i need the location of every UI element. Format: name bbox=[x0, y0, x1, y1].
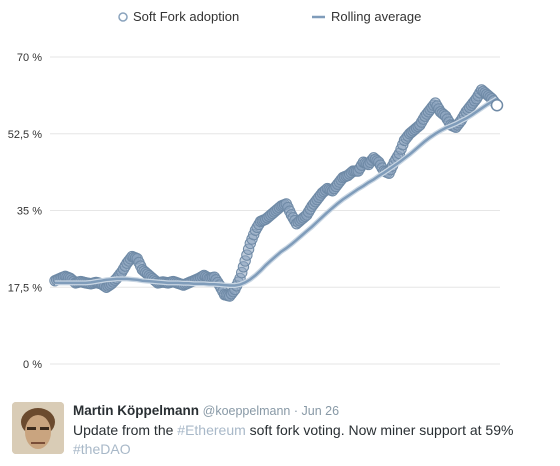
y-tick-label: 17,5 % bbox=[8, 282, 42, 294]
legend-marker-icon bbox=[118, 12, 128, 22]
tweet-body: Martin Köppelmann @koeppelmann · Jun 26 … bbox=[73, 403, 553, 459]
legend-item-soft-fork-adoption[interactable]: Soft Fork adoption bbox=[118, 9, 239, 24]
author-name[interactable]: Martin Köppelmann bbox=[73, 403, 200, 418]
tweet-header: Martin Köppelmann @koeppelmann · Jun 26 bbox=[73, 403, 553, 419]
series-rolling-average bbox=[55, 96, 499, 288]
series-soft-fork-adoption bbox=[49, 84, 501, 302]
hashtag-ethereum[interactable]: #Ethereum bbox=[177, 422, 246, 438]
y-tick-label: 52,5 % bbox=[8, 129, 42, 141]
rolling-average-line bbox=[55, 97, 498, 287]
tweet-text-part: soft fork voting. Now miner support at 5… bbox=[245, 422, 514, 438]
tweet-card[interactable]: Martin Köppelmann @koeppelmann · Jun 26 … bbox=[0, 398, 560, 466]
y-axis-ticks: 0 % 17,5 % 35 % 52,5 % 70 % bbox=[8, 52, 42, 371]
avatar[interactable] bbox=[12, 402, 64, 454]
legend-label-rolling-average: Rolling average bbox=[331, 9, 421, 24]
handle-and-date[interactable]: @koeppelmann · Jun 26 bbox=[202, 404, 340, 418]
hashtag-thedao[interactable]: #theDAO bbox=[73, 441, 131, 457]
tweet-text-part: Update from the bbox=[73, 422, 178, 438]
latest-point-marker[interactable] bbox=[490, 98, 504, 112]
legend-item-rolling-average[interactable]: Rolling average bbox=[312, 9, 421, 24]
y-tick-label: 35 % bbox=[17, 206, 42, 218]
legend-label-soft-fork: Soft Fork adoption bbox=[133, 9, 239, 24]
y-tick-label: 0 % bbox=[23, 359, 42, 371]
avatar-portrait-icon bbox=[12, 402, 64, 454]
tweet-text: Update from the #Ethereum soft fork voti… bbox=[73, 421, 553, 459]
adoption-chart: 0 % 17,5 % 35 % 52,5 % 70 % Soft Fork adopti… bbox=[8, 9, 504, 371]
chart-legend[interactable]: Soft Fork adoption Rolling average bbox=[118, 9, 421, 24]
y-tick-label: 70 % bbox=[17, 52, 42, 64]
